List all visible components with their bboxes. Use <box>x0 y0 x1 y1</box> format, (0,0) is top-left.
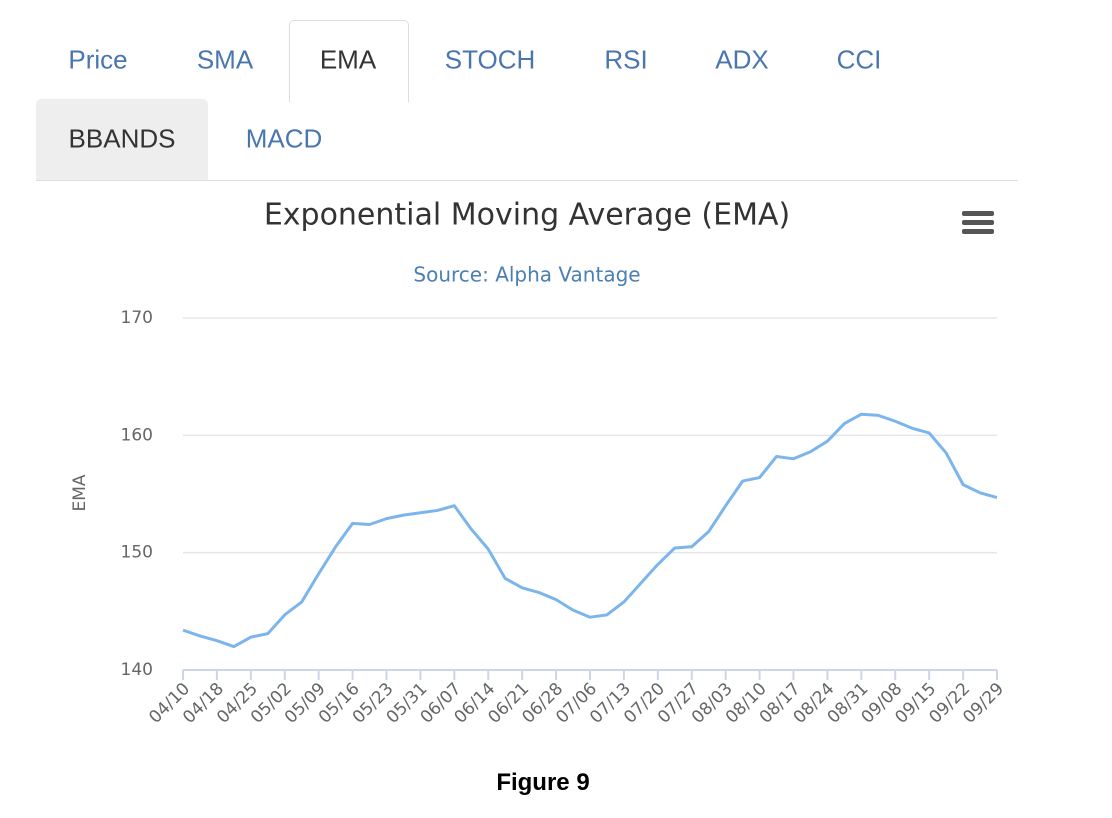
tab[interactable]: EMA <box>319 44 377 75</box>
tab-divider <box>36 180 1018 181</box>
menu-bar <box>962 220 994 225</box>
tab[interactable]: Price <box>68 44 128 75</box>
menu-bar <box>962 211 994 216</box>
chart-subtitle: Source: Alpha Vantage <box>413 263 640 287</box>
y-tick-label: 170 <box>121 308 153 328</box>
tab[interactable]: ADX <box>715 44 769 75</box>
tab[interactable]: RSI <box>604 44 648 75</box>
chart-title: Exponential Moving Average (EMA) <box>264 198 790 233</box>
tab[interactable]: CCI <box>836 44 882 75</box>
menu-button[interactable] <box>962 211 994 234</box>
tab[interactable]: MACD <box>245 123 323 154</box>
tab[interactable]: BBANDS <box>68 123 176 154</box>
y-tick-label: 140 <box>121 660 153 680</box>
y-axis-label: EMA <box>70 474 90 511</box>
line <box>182 412 998 649</box>
tab[interactable]: STOCH <box>444 44 536 75</box>
y-tick-label: 160 <box>121 425 153 445</box>
menu-bar <box>962 229 994 234</box>
tab[interactable]: SMA <box>196 44 254 75</box>
hover-tab-background <box>36 99 208 180</box>
figure-caption: Figure 9 <box>496 769 590 796</box>
y-tick-label: 150 <box>121 543 153 563</box>
active-tab-background <box>289 20 409 102</box>
